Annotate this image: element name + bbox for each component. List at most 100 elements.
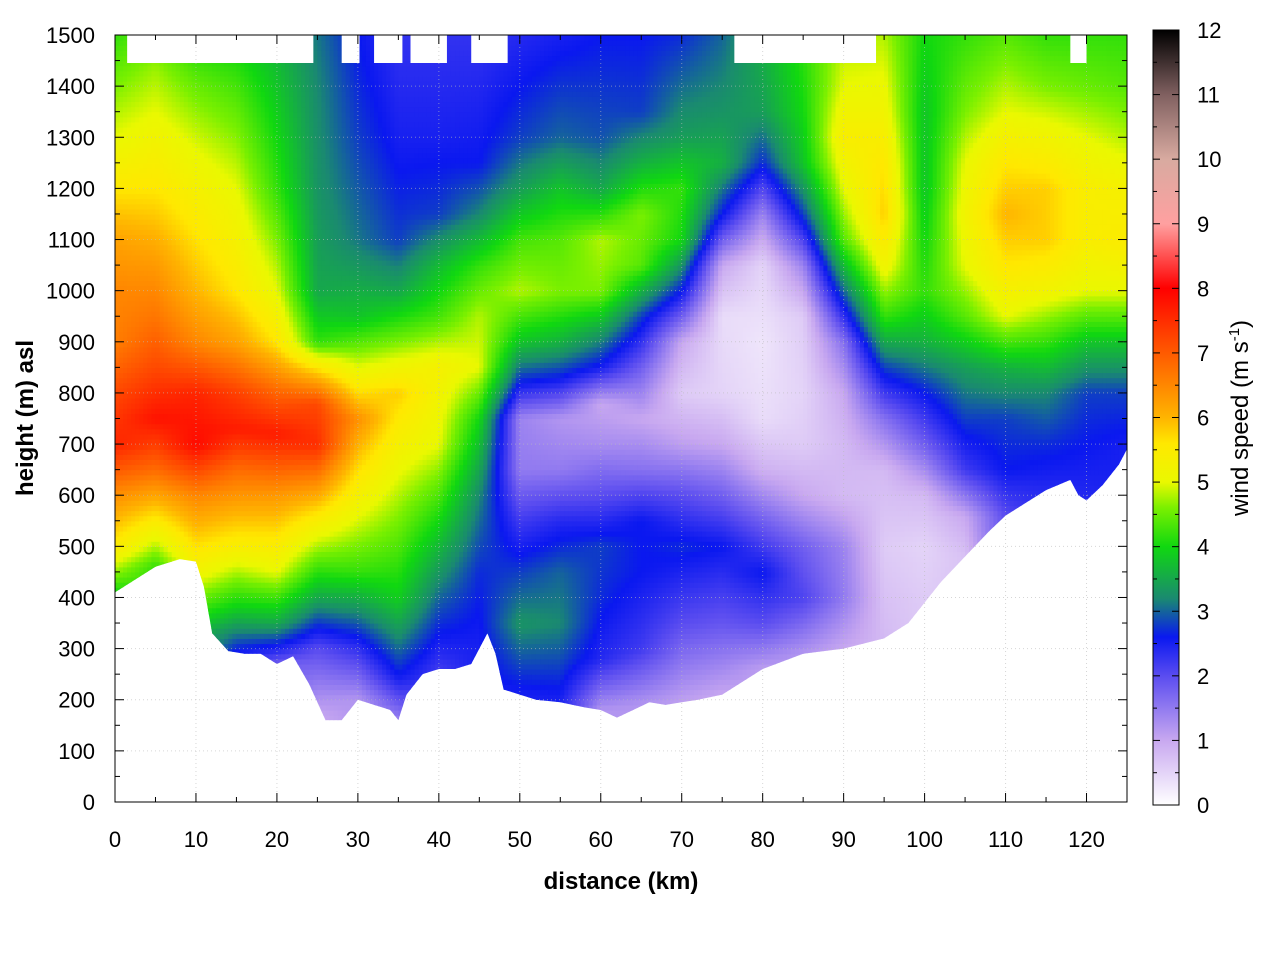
wind-cell xyxy=(143,674,148,680)
wind-cell xyxy=(216,454,221,460)
wind-cell xyxy=(200,153,205,159)
wind-cell xyxy=(176,332,181,338)
wind-cell xyxy=(180,91,185,97)
wind-cell xyxy=(245,628,250,634)
wind-cell xyxy=(196,424,201,430)
wind-cell xyxy=(220,112,225,118)
wind-cell xyxy=(200,194,205,200)
wind-cell xyxy=(168,546,173,552)
wind-cell xyxy=(143,577,148,583)
wind-cell xyxy=(184,787,189,793)
wind-cell xyxy=(135,86,140,92)
wind-cell xyxy=(115,403,120,409)
wind-cell xyxy=(180,199,185,205)
wind-cell xyxy=(224,388,229,394)
wind-cell xyxy=(220,638,225,644)
wind-cell xyxy=(119,459,124,465)
wind-cell xyxy=(172,357,177,363)
wind-cell xyxy=(151,546,156,552)
wind-cell xyxy=(236,766,241,772)
wind-cell xyxy=(123,86,128,92)
wind-cell xyxy=(196,485,201,491)
wind-cell xyxy=(147,654,152,660)
wind-cell xyxy=(151,280,156,286)
wind-cell xyxy=(224,500,229,506)
wind-cell xyxy=(147,669,152,675)
wind-cell xyxy=(188,705,193,711)
wind-cell xyxy=(160,792,165,798)
wind-cell xyxy=(160,654,165,660)
wind-cell xyxy=(236,771,241,777)
wind-cell xyxy=(168,199,173,205)
wind-cell xyxy=(196,582,201,588)
wind-cell xyxy=(224,782,229,788)
wind-cell xyxy=(180,86,185,92)
wind-cell xyxy=(204,81,209,87)
wind-cell xyxy=(204,347,209,353)
wind-cell xyxy=(216,265,221,271)
wind-cell xyxy=(160,188,165,194)
wind-cell xyxy=(232,526,237,532)
wind-cell xyxy=(208,316,213,322)
wind-cell xyxy=(151,521,156,527)
wind-cell xyxy=(224,715,229,721)
wind-cell xyxy=(135,342,140,348)
wind-cell xyxy=(236,240,241,246)
wind-cell xyxy=(245,419,250,425)
wind-cell xyxy=(155,587,160,593)
wind-cell xyxy=(176,204,181,210)
wind-cell xyxy=(216,638,221,644)
wind-cell xyxy=(240,771,245,777)
wind-cell xyxy=(168,296,173,302)
wind-cell xyxy=(180,357,185,363)
wind-cell xyxy=(168,306,173,312)
wind-cell xyxy=(131,485,136,491)
wind-cell xyxy=(164,296,169,302)
wind-cell xyxy=(160,736,165,742)
wind-cell xyxy=(240,378,245,384)
wind-cell xyxy=(151,720,156,726)
wind-cell xyxy=(164,393,169,399)
wind-cell xyxy=(220,107,225,113)
wind-cell xyxy=(220,633,225,639)
wind-cell xyxy=(245,81,250,87)
wind-cell xyxy=(196,705,201,711)
wind-cell xyxy=(172,700,177,706)
wind-cell xyxy=(188,224,193,230)
wind-cell xyxy=(155,296,160,302)
wind-cell xyxy=(208,536,213,542)
wind-cell xyxy=(160,577,165,583)
wind-cell xyxy=(184,408,189,414)
wind-cell xyxy=(143,776,148,782)
wind-cell xyxy=(176,531,181,537)
wind-cell xyxy=(115,505,120,511)
wind-cell xyxy=(176,766,181,772)
wind-cell xyxy=(200,321,205,327)
wind-cell xyxy=(123,378,128,384)
wind-cell xyxy=(127,782,132,788)
wind-cell xyxy=(232,587,237,593)
wind-cell xyxy=(139,613,144,619)
wind-cell xyxy=(164,291,169,297)
wind-cell xyxy=(220,357,225,363)
wind-cell xyxy=(249,690,254,696)
wind-cell xyxy=(245,577,250,583)
wind-cell xyxy=(236,470,241,476)
wind-cell xyxy=(147,516,152,522)
wind-cell xyxy=(127,326,132,332)
wind-cell xyxy=(196,674,201,680)
wind-cell xyxy=(245,86,250,92)
wind-cell xyxy=(240,654,245,660)
wind-cell xyxy=(180,725,185,731)
wind-cell xyxy=(139,771,144,777)
wind-cell xyxy=(143,536,148,542)
wind-cell xyxy=(245,608,250,614)
wind-cell xyxy=(131,367,136,373)
wind-cell xyxy=(212,536,217,542)
wind-cell xyxy=(220,224,225,230)
wind-cell xyxy=(147,567,152,573)
wind-cell xyxy=(208,240,213,246)
wind-cell xyxy=(135,521,140,527)
wind-cell xyxy=(212,449,217,455)
wind-cell xyxy=(240,638,245,644)
